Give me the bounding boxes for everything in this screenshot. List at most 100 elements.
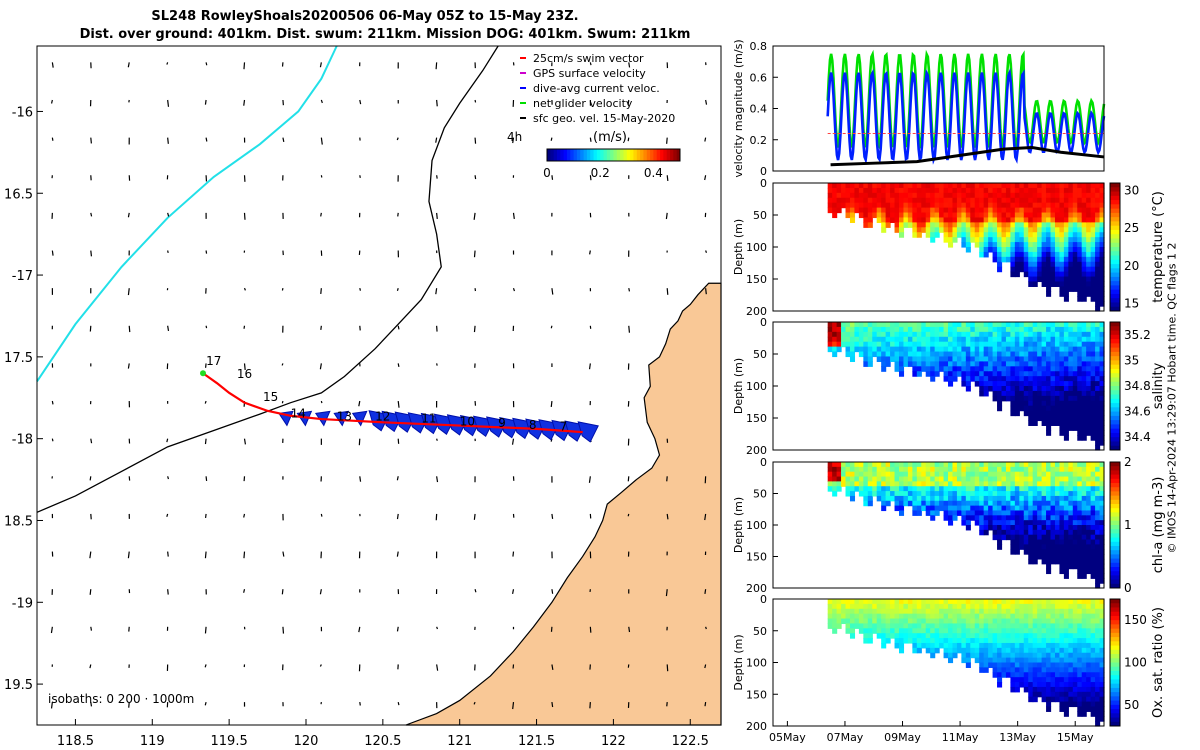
section-cell <box>1081 481 1087 487</box>
section-cell <box>979 476 985 482</box>
section-cell <box>1041 183 1047 189</box>
section-cell <box>1005 495 1012 502</box>
section-cell <box>1001 599 1007 605</box>
section-cell <box>1072 405 1078 412</box>
section-cell <box>1086 400 1092 407</box>
section-cell <box>894 222 900 228</box>
section-cell <box>1090 652 1096 659</box>
section-cell <box>930 491 936 497</box>
section-cell <box>921 361 927 367</box>
section-cell <box>983 336 989 343</box>
colorbar-segment <box>1110 550 1120 555</box>
section-cell <box>1095 667 1101 673</box>
section-cell <box>961 647 967 654</box>
section-cell <box>881 331 887 338</box>
section-cell <box>1037 462 1043 468</box>
colorbar-segment <box>1110 541 1120 547</box>
colorbar-segment <box>550 149 555 161</box>
section-cell <box>1010 183 1016 189</box>
section-cell <box>1063 638 1069 644</box>
section-cell <box>1081 638 1087 644</box>
section-cell <box>1090 430 1096 436</box>
section-cell <box>1050 187 1056 194</box>
section-cell <box>1019 197 1025 204</box>
section-cell <box>997 356 1003 362</box>
section-cell <box>1005 603 1012 610</box>
section-cell <box>1063 212 1069 219</box>
section-cell <box>979 322 985 328</box>
section-cell <box>1090 701 1096 708</box>
section-cell <box>930 599 936 605</box>
section-cell <box>948 336 954 343</box>
section-cell <box>943 366 949 372</box>
colorbar-segment <box>1110 709 1120 714</box>
section-cell <box>1099 376 1105 382</box>
section-cell <box>1086 415 1092 422</box>
section-cell <box>863 356 869 362</box>
section-cell <box>934 462 940 468</box>
section-cell <box>1077 534 1083 541</box>
colorbar-segment <box>1110 679 1120 685</box>
section-cell <box>983 505 989 512</box>
section-cell <box>1054 400 1061 407</box>
section-cell <box>1041 376 1047 382</box>
section-cell <box>1001 366 1007 372</box>
velocity-arrow <box>127 288 130 296</box>
section-cell <box>1054 672 1061 678</box>
section-cell <box>1028 187 1034 194</box>
section-cell <box>1054 183 1061 189</box>
section-cell <box>1014 217 1020 223</box>
section-cell <box>1090 642 1096 649</box>
section-cell <box>1059 197 1065 204</box>
section-cell <box>952 486 958 492</box>
section-cell <box>1068 677 1074 683</box>
section-cell <box>1081 486 1087 492</box>
section-cell <box>1050 192 1056 199</box>
section-cell <box>1081 657 1087 664</box>
section-cell <box>916 466 922 473</box>
duration-label: 4h <box>507 130 522 144</box>
section-cell <box>1059 212 1065 219</box>
section-cell <box>1090 662 1096 668</box>
section-cell <box>1077 217 1083 223</box>
section-cell <box>1014 266 1020 273</box>
section-cell <box>827 331 833 338</box>
section-cell <box>832 486 838 492</box>
section-cell <box>956 647 962 654</box>
section-cell <box>841 613 847 620</box>
velocity-arrow <box>397 400 400 408</box>
section-cell <box>1014 686 1020 693</box>
section-cell <box>1077 405 1083 412</box>
section-cell <box>1041 222 1047 228</box>
section-cell <box>939 491 945 497</box>
velocity-arrow <box>243 99 246 106</box>
section-cell <box>894 207 900 214</box>
section-cell <box>1005 613 1012 620</box>
section-cell <box>952 642 958 649</box>
section-cell <box>1086 642 1092 649</box>
section-cell <box>1081 237 1087 243</box>
section-cell <box>1019 672 1025 678</box>
section-cell <box>1046 366 1052 372</box>
section-cell <box>1077 603 1083 610</box>
section-cell <box>1090 623 1096 629</box>
section-cell <box>1077 476 1083 482</box>
section-cell <box>916 331 922 338</box>
section-cell <box>921 608 927 615</box>
section-cell <box>1059 471 1065 478</box>
velocity-arrow <box>90 212 93 217</box>
section-cell <box>961 336 967 343</box>
section-cell <box>1046 271 1052 278</box>
legend-label: dive-avg current veloc. <box>533 82 660 95</box>
section-cell <box>1028 534 1034 541</box>
section-cell <box>1077 549 1083 555</box>
section-cell <box>841 202 847 209</box>
section-cell <box>1063 558 1069 565</box>
section-cell <box>1041 539 1047 545</box>
section-cell <box>983 608 989 615</box>
colorbar-segment <box>1110 666 1120 672</box>
colorbar-segment <box>1110 516 1120 522</box>
section-cell <box>970 351 976 358</box>
section-cell <box>1010 623 1016 629</box>
section-cell <box>1068 366 1074 372</box>
